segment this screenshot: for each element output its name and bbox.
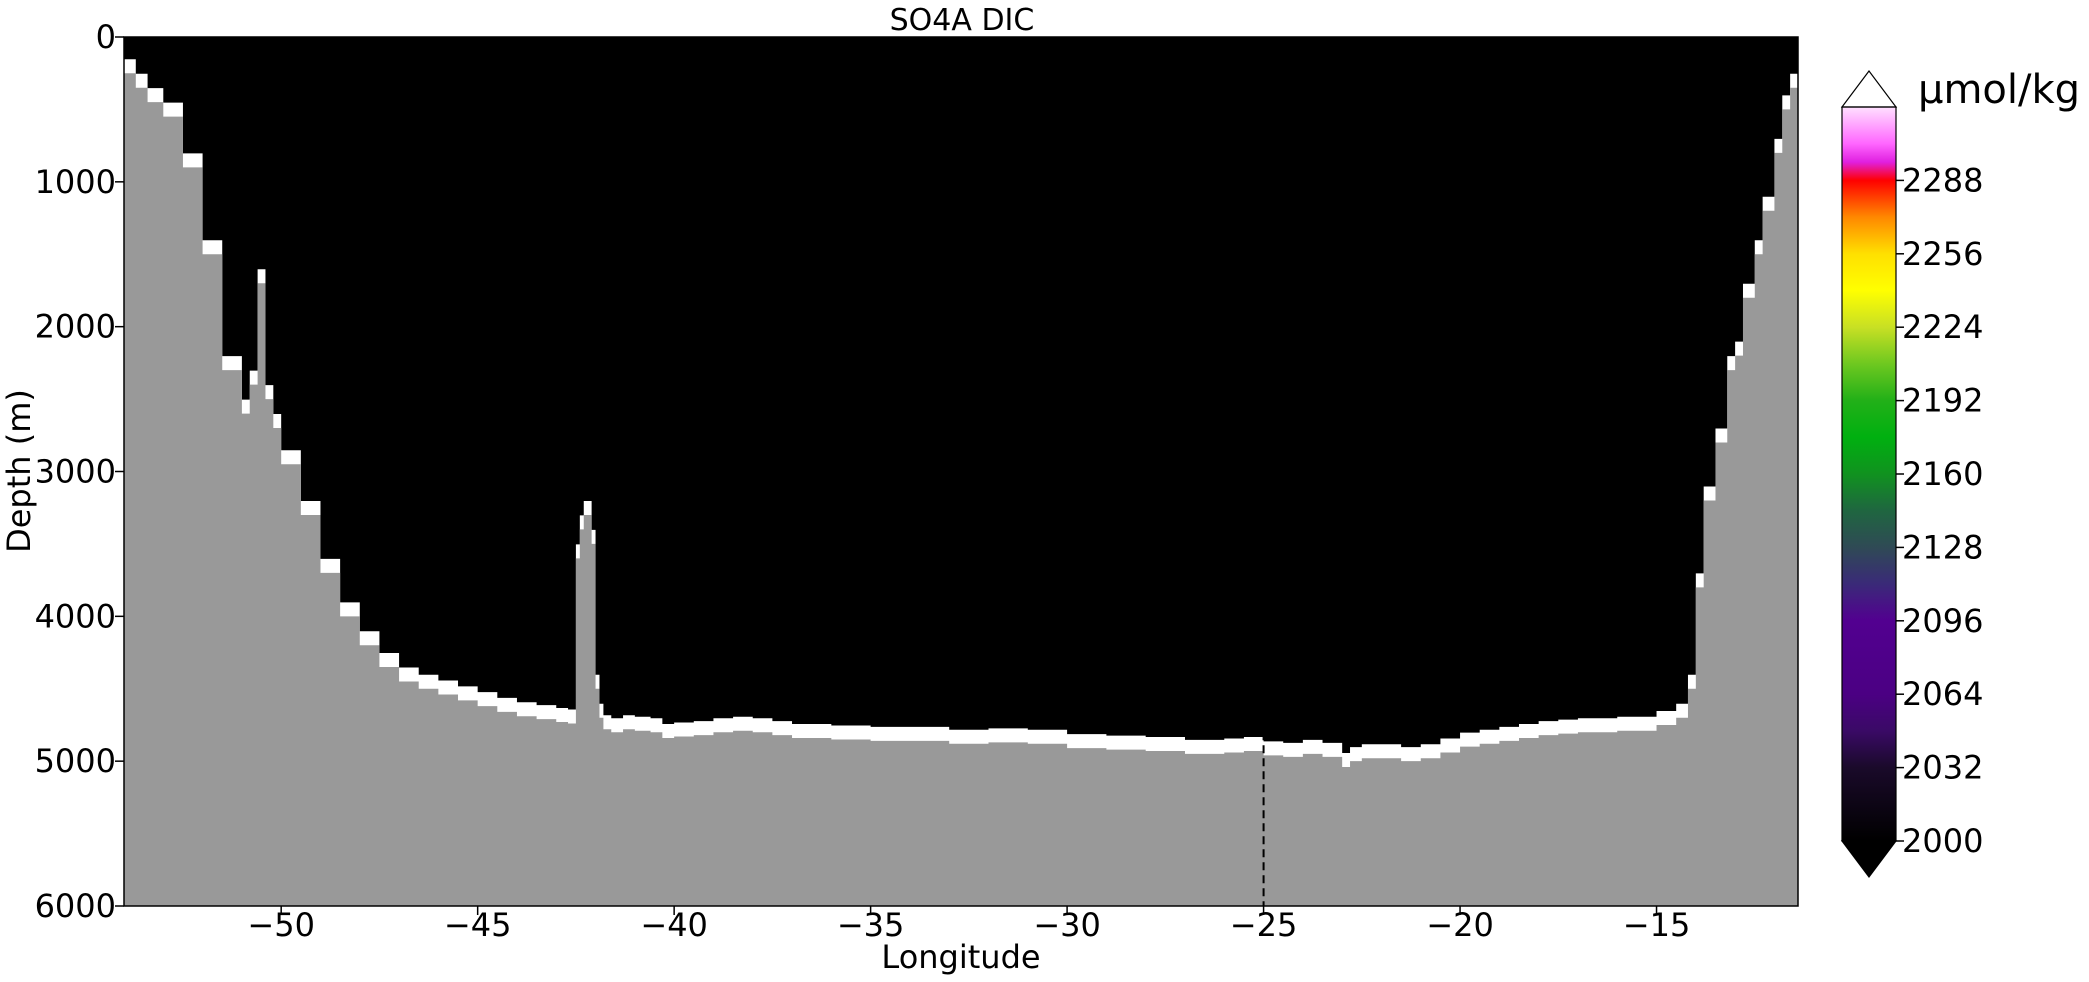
- colorbar-extend-min: [1840, 840, 1898, 878]
- x-axis: −50 −45 −40 −35 −30 −25 −20 −15: [247, 906, 1690, 944]
- x-tick-label: −30: [1033, 906, 1101, 944]
- colorbar-tick-label: 2256: [1902, 235, 1983, 273]
- x-tick-label: −15: [1623, 906, 1691, 944]
- colorbar: 2000 2032 2064 2096 2128 2160 2192 2224 2256 2288: [1840, 70, 1983, 878]
- colorbar-tick-label: 2192: [1902, 382, 1983, 420]
- colorbar-tick-label: 2128: [1902, 528, 1983, 566]
- y-tick-label: 6000: [35, 887, 116, 925]
- y-tick-label: 1000: [35, 163, 116, 201]
- y-tick-label: 5000: [35, 742, 116, 780]
- colorbar-tick-label: 2000: [1902, 822, 1983, 860]
- x-tick-label: −20: [1426, 906, 1494, 944]
- bathymetry-fill: [124, 73, 1798, 907]
- plot-area: [123, 36, 1799, 907]
- x-tick-label: −25: [1230, 906, 1298, 944]
- colorbar-unit-label: μmol/kg: [1918, 67, 2080, 113]
- x-tick-label: −45: [444, 906, 512, 944]
- x-tick-label: −50: [247, 906, 315, 944]
- colorbar-gradient: [1842, 107, 1896, 841]
- y-tick-label: 0: [96, 18, 116, 56]
- y-tick-label: 4000: [35, 597, 116, 635]
- y-axis: 0 1000 2000 3000 4000 5000 6000: [35, 18, 124, 925]
- colorbar-tick-label: 2032: [1902, 749, 1983, 787]
- chart-title: SO4A DIC: [890, 3, 1035, 38]
- colorbar-tick-label: 2064: [1902, 675, 1983, 713]
- colorbar-tick-label: 2288: [1902, 161, 1983, 199]
- colorbar-tick-label: 2160: [1902, 455, 1983, 493]
- colorbar-tick-label: 2224: [1902, 308, 1983, 346]
- y-tick-label: 2000: [35, 308, 116, 346]
- y-tick-label: 3000: [35, 453, 116, 491]
- colorbar-extend-max: [1840, 70, 1898, 108]
- x-tick-label: −35: [837, 906, 905, 944]
- x-axis-label: Longitude: [881, 938, 1040, 976]
- colorbar-tick-label: 2096: [1902, 602, 1983, 640]
- y-axis-label: Depth (m): [0, 389, 38, 553]
- x-tick-label: −40: [640, 906, 708, 944]
